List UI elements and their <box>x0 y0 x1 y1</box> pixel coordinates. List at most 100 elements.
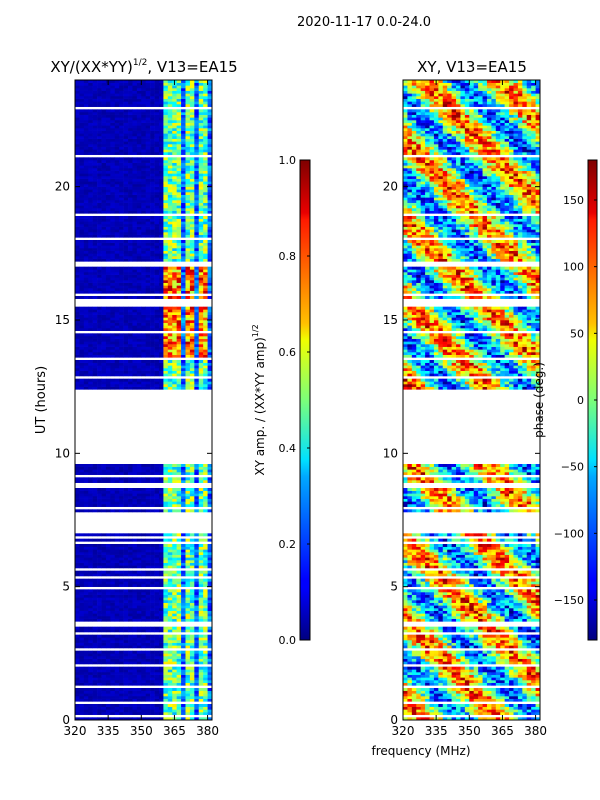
amplitude-cell <box>75 277 80 281</box>
amplitude-cell <box>141 120 147 123</box>
amplitude-cell <box>150 290 155 294</box>
amplitude-cell <box>79 197 85 201</box>
amplitude-cell <box>136 336 142 339</box>
amplitude-cell <box>128 296 133 299</box>
amplitude-cell <box>185 226 191 230</box>
amplitude-cell <box>150 181 155 185</box>
amplitude-cell <box>207 194 212 198</box>
amplitude-cell <box>83 386 89 390</box>
amplitude-cell <box>207 618 212 622</box>
amplitude-cell <box>198 360 204 363</box>
amplitude-cell <box>119 200 124 203</box>
amplitude-cell <box>167 501 173 505</box>
amplitude-cell <box>154 136 160 139</box>
amplitude-cell <box>163 290 169 294</box>
amplitude-cell <box>128 133 133 137</box>
amplitude-cell <box>172 216 177 219</box>
amplitude-cell <box>101 344 107 347</box>
amplitude-cell <box>119 498 124 502</box>
amplitude-cell <box>123 610 129 614</box>
amplitude-cell <box>119 650 124 654</box>
amplitude-cell <box>75 365 80 369</box>
amplitude-cell <box>194 138 200 142</box>
amplitude-cell <box>158 234 164 238</box>
amplitude-cell <box>141 466 147 470</box>
amplitude-cell <box>105 626 111 630</box>
amplitude-cell <box>97 552 102 555</box>
amplitude-cell <box>154 490 160 494</box>
amplitude-cell <box>181 168 186 171</box>
amplitude-cell <box>101 365 107 369</box>
amplitude-cell <box>198 696 204 699</box>
amplitude-cell <box>150 602 155 606</box>
amplitude-cell <box>83 202 89 206</box>
amplitude-cell <box>83 165 89 169</box>
amplitude-cell <box>101 640 107 643</box>
amplitude-cell <box>88 170 93 174</box>
amplitude-cell <box>105 250 111 254</box>
amplitude-cell <box>79 333 85 337</box>
amplitude-cell <box>132 266 138 270</box>
amplitude-cell <box>92 578 98 582</box>
amplitude-cell <box>105 706 111 710</box>
amplitude-cell <box>150 208 155 211</box>
amplitude-cell <box>158 677 164 681</box>
amplitude-cell <box>189 642 195 646</box>
amplitude-cell <box>105 256 111 259</box>
amplitude-cell <box>97 320 102 323</box>
amplitude-cell <box>172 386 177 390</box>
amplitude-cell <box>189 629 195 633</box>
amplitude-cell <box>114 677 120 681</box>
amplitude-cell <box>145 282 151 286</box>
amplitude-cell <box>119 637 124 641</box>
amplitude-cell <box>172 312 177 315</box>
amplitude-cell <box>158 258 164 262</box>
amplitude-cell <box>181 160 186 163</box>
amplitude-cell <box>154 597 160 601</box>
amplitude-cell <box>154 346 160 350</box>
amplitude-cell <box>167 192 173 195</box>
amplitude-cell <box>101 653 107 657</box>
amplitude-cell <box>203 549 208 553</box>
amplitude-cell <box>123 477 129 481</box>
amplitude-cell <box>176 552 182 555</box>
amplitude-cell <box>128 194 133 198</box>
amplitude-cell <box>123 698 129 702</box>
amplitude-cell <box>185 496 191 499</box>
amplitude-cell <box>163 317 169 321</box>
amplitude-cell <box>163 149 169 153</box>
amplitude-cell <box>119 349 124 353</box>
amplitude-cell <box>83 634 89 638</box>
amplitude-cell <box>128 245 133 249</box>
amplitude-cell <box>176 610 182 614</box>
amplitude-cell <box>101 250 107 254</box>
amplitude-cell <box>101 608 107 611</box>
amplitude-cell <box>92 658 98 662</box>
amplitude-cell <box>145 266 151 270</box>
amplitude-cell <box>207 149 212 153</box>
amplitude-cell <box>194 170 200 174</box>
amplitude-cell <box>194 594 200 598</box>
amplitude-cell <box>132 605 138 609</box>
amplitude-cell <box>203 149 208 153</box>
amplitude-cell <box>92 544 98 547</box>
amplitude-cell <box>114 256 120 259</box>
amplitude-cell <box>114 333 120 337</box>
amplitude-cell <box>141 560 147 563</box>
amplitude-cell <box>105 338 111 342</box>
amplitude-cell <box>176 128 182 131</box>
amplitude-cell <box>83 138 89 142</box>
amplitude-cell <box>88 469 93 473</box>
amplitude-cell <box>207 226 212 230</box>
amplitude-cell <box>150 338 155 342</box>
amplitude-cell <box>207 157 212 161</box>
amplitude-cell <box>163 570 169 574</box>
amplitude-cell <box>132 186 138 190</box>
amplitude-cell <box>203 181 208 185</box>
amplitude-cell <box>167 168 173 171</box>
amplitude-cell <box>150 365 155 369</box>
amplitude-cell <box>154 253 160 257</box>
amplitude-cell <box>114 197 120 201</box>
amplitude-cell <box>194 544 200 547</box>
amplitude-cell <box>97 144 102 147</box>
